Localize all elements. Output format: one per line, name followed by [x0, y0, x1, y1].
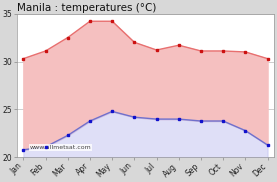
Text: Manila : temperatures (°C): Manila : temperatures (°C) [17, 3, 156, 13]
Text: www.allmetsat.com: www.allmetsat.com [30, 145, 91, 150]
